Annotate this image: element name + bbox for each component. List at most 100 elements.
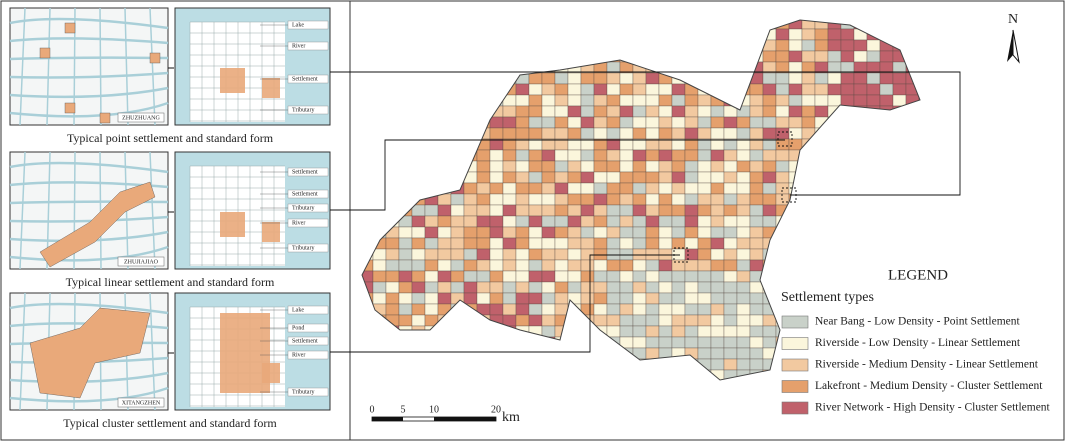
map-cell <box>554 358 569 371</box>
map-cell <box>606 138 621 151</box>
map-cell <box>372 237 387 250</box>
map-cell <box>411 61 426 74</box>
place-name: ZHUJIAJIAO <box>124 259 159 265</box>
map-cell <box>593 358 608 371</box>
map-cell <box>385 171 400 184</box>
legend-label: Near Bang - Low Density - Point Settleme… <box>815 316 1021 328</box>
map-cell <box>411 160 426 173</box>
map-cell <box>749 237 764 250</box>
map-cell <box>827 303 842 316</box>
map-cell <box>684 50 699 63</box>
map-cell <box>606 127 621 140</box>
waterway <box>9 37 169 45</box>
map-cell <box>892 215 907 228</box>
map-cell <box>918 292 920 305</box>
map-cell <box>554 160 569 173</box>
map-cell <box>606 336 621 349</box>
map-cell <box>567 20 582 30</box>
map-cell <box>671 204 686 217</box>
map-cell <box>528 160 543 173</box>
map-cell <box>827 127 842 140</box>
map-cell <box>489 61 504 74</box>
map-cell <box>411 116 426 129</box>
map-cell <box>840 182 855 195</box>
map-cell <box>749 215 764 228</box>
map-cell <box>554 336 569 349</box>
map-cell <box>892 20 907 30</box>
map-cell <box>918 105 920 118</box>
map-cell <box>489 94 504 107</box>
map-cell <box>515 358 530 371</box>
form-settlement <box>220 212 245 237</box>
map-cell <box>697 193 712 206</box>
map-cell <box>788 116 803 129</box>
map-cell <box>632 270 647 283</box>
waterway <box>19 292 26 411</box>
map-cell <box>372 94 387 107</box>
map-cell <box>658 303 673 316</box>
map-cell <box>814 28 829 41</box>
map-cell <box>749 149 764 162</box>
map-cell <box>736 226 751 239</box>
form-label: Settlement <box>292 338 318 344</box>
map-cell <box>515 226 530 239</box>
map-cell <box>775 303 790 316</box>
map-cell <box>411 72 426 85</box>
form-label: Lake <box>292 307 304 313</box>
map-cell <box>853 237 868 250</box>
map-cell <box>568 381 581 392</box>
map-cell <box>775 116 790 129</box>
map-cell <box>853 39 868 52</box>
map-cell <box>684 61 699 74</box>
map-cell <box>814 127 829 140</box>
map-cell <box>801 215 816 228</box>
map-cell <box>541 248 556 261</box>
map-cell <box>775 160 790 173</box>
map-cell <box>606 160 621 173</box>
map-cell <box>411 292 426 305</box>
map-cell <box>411 336 426 349</box>
map-cell <box>437 259 452 272</box>
map-cell <box>723 336 738 349</box>
map-cell <box>827 193 842 206</box>
panel-caption: Typical cluster settlement and standard … <box>63 416 277 430</box>
map-cell <box>840 39 855 52</box>
map-cell <box>398 358 413 371</box>
form-label: Settlement <box>292 76 318 82</box>
map-cell <box>555 381 568 392</box>
map-cell <box>658 105 673 118</box>
map-cell <box>827 182 842 195</box>
map-cell <box>723 149 738 162</box>
map-cell <box>879 94 894 107</box>
map-cell <box>866 270 881 283</box>
map-cell <box>502 193 517 206</box>
map-cell <box>710 226 725 239</box>
map-cell <box>424 226 439 239</box>
map-cell <box>593 127 608 140</box>
map-cell <box>502 20 517 30</box>
map-cell <box>710 215 725 228</box>
map-cell <box>710 281 725 294</box>
map-cell <box>515 171 530 184</box>
map-cell <box>905 160 920 173</box>
map-cell <box>362 83 374 96</box>
map-cell <box>801 270 816 283</box>
map-cell <box>723 193 738 206</box>
map-cell <box>710 50 725 63</box>
map-cell <box>476 292 491 305</box>
map-cell <box>736 259 751 272</box>
map-cell <box>736 237 751 250</box>
scale-tick-label: 5 <box>401 404 406 415</box>
map-cell <box>697 28 712 41</box>
scale-segment <box>434 417 496 421</box>
map-cell <box>580 171 595 184</box>
map-cell <box>528 336 543 349</box>
map-cell <box>671 94 686 107</box>
map-cell <box>528 281 543 294</box>
map-cell <box>905 237 920 250</box>
map-cell <box>697 314 712 327</box>
map-cell <box>593 171 608 184</box>
settlement-patch <box>64 102 76 114</box>
map-cell <box>814 259 829 272</box>
map-cell <box>749 292 764 305</box>
